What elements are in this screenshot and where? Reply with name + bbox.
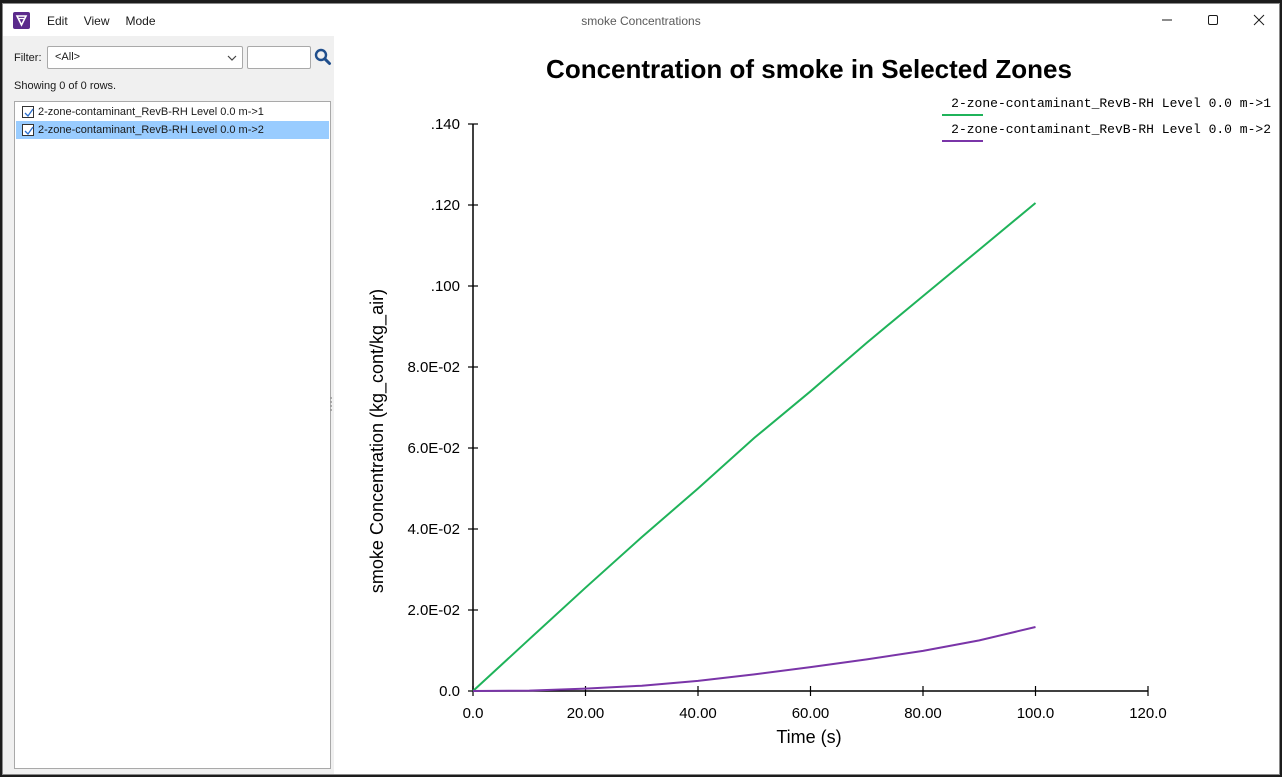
app-window: Edit View Mode smoke Concentrations Filt… xyxy=(2,3,1280,775)
search-icon xyxy=(314,48,331,65)
maximize-button[interactable] xyxy=(1193,4,1233,36)
chart-legend: 2-zone-contaminant_RevB-RH Level 0.0 m->… xyxy=(942,96,1271,142)
panel-splitter-handle[interactable] xyxy=(329,394,333,414)
filter-dropdown[interactable]: <All> xyxy=(47,46,243,69)
window-title: smoke Concentrations xyxy=(581,14,701,28)
x-tick-label: 0.0 xyxy=(463,705,484,722)
list-item-label: 2-zone-contaminant_RevB-RH Level 0.0 m->… xyxy=(38,124,264,136)
chart-series xyxy=(472,202,1037,692)
list-item[interactable]: 2-zone-contaminant_RevB-RH Level 0.0 m->… xyxy=(16,121,329,139)
x-tick-label: 20.00 xyxy=(567,705,605,722)
list-item-label: 2-zone-contaminant_RevB-RH Level 0.0 m->… xyxy=(38,106,264,118)
y-tick-label: 6.0E-02 xyxy=(407,440,460,457)
maximize-icon xyxy=(1208,15,1218,25)
minimize-button[interactable] xyxy=(1147,4,1187,36)
series-checkbox[interactable] xyxy=(22,106,34,118)
y-tick-label: .120 xyxy=(431,197,460,214)
close-button[interactable] xyxy=(1239,4,1279,36)
legend-entry-label: 2-zone-contaminant_RevB-RH Level 0.0 m->… xyxy=(951,122,1271,137)
y-tick-label: 8.0E-02 xyxy=(407,359,460,376)
filter-label: Filter: xyxy=(14,52,42,64)
checkmark-icon xyxy=(24,108,34,118)
y-tick-label: 4.0E-02 xyxy=(407,521,460,538)
x-tick-label: 80.00 xyxy=(904,705,942,722)
y-axis-label: smoke Concentration (kg_cont/kg_air) xyxy=(367,289,388,593)
y-tick-label: 2.0E-02 xyxy=(407,602,460,619)
close-icon xyxy=(1253,14,1265,26)
menu-mode[interactable]: Mode xyxy=(125,14,156,28)
chart-panel: Concentration of smoke in Selected Zones… xyxy=(336,36,1279,774)
series-line-2 xyxy=(472,626,1036,692)
series-list: 2-zone-contaminant_RevB-RH Level 0.0 m->… xyxy=(14,101,331,769)
chart-axes: 0.0 2.0E-02 4.0E-02 6.0E-02 8.0E-02 .100 .120.… xyxy=(407,116,1166,722)
y-tick-label: 0.0 xyxy=(439,683,460,700)
rows-status-text: Showing 0 of 0 rows. xyxy=(14,80,117,92)
x-tick-label: 40.00 xyxy=(679,705,717,722)
legend-entry-label: 2-zone-contaminant_RevB-RH Level 0.0 m->… xyxy=(951,96,1271,111)
filter-text-input[interactable] xyxy=(247,46,311,69)
x-tick-label: 100.0 xyxy=(1017,705,1055,722)
menu-bar: Edit View Mode xyxy=(39,4,164,36)
filter-dropdown-value: <All> xyxy=(55,51,81,63)
minimize-icon xyxy=(1162,19,1172,21)
checkmark-icon xyxy=(24,126,34,136)
search-button[interactable] xyxy=(314,47,332,67)
menu-view[interactable]: View xyxy=(83,14,110,28)
x-tick-label: 60.00 xyxy=(792,705,830,722)
list-item[interactable]: 2-zone-contaminant_RevB-RH Level 0.0 m->… xyxy=(16,103,329,121)
chart-title: Concentration of smoke in Selected Zones xyxy=(546,54,1072,84)
app-logo-icon[interactable] xyxy=(13,12,30,29)
menu-edit[interactable]: Edit xyxy=(47,14,68,28)
series-checkbox[interactable] xyxy=(22,124,34,136)
x-tick-label: 120.0 xyxy=(1129,705,1167,722)
x-axis-label: Time (s) xyxy=(776,727,841,747)
title-bar: Edit View Mode smoke Concentrations xyxy=(3,4,1279,36)
series-line-1 xyxy=(472,202,1037,692)
chevron-down-icon xyxy=(227,55,237,61)
y-tick-label: .140 xyxy=(431,116,460,133)
concentration-chart: Concentration of smoke in Selected Zones… xyxy=(367,54,1271,747)
filter-panel: Filter: <All> Showing 0 of 0 rows. 2 xyxy=(3,36,334,774)
y-tick-label: .100 xyxy=(431,278,460,295)
